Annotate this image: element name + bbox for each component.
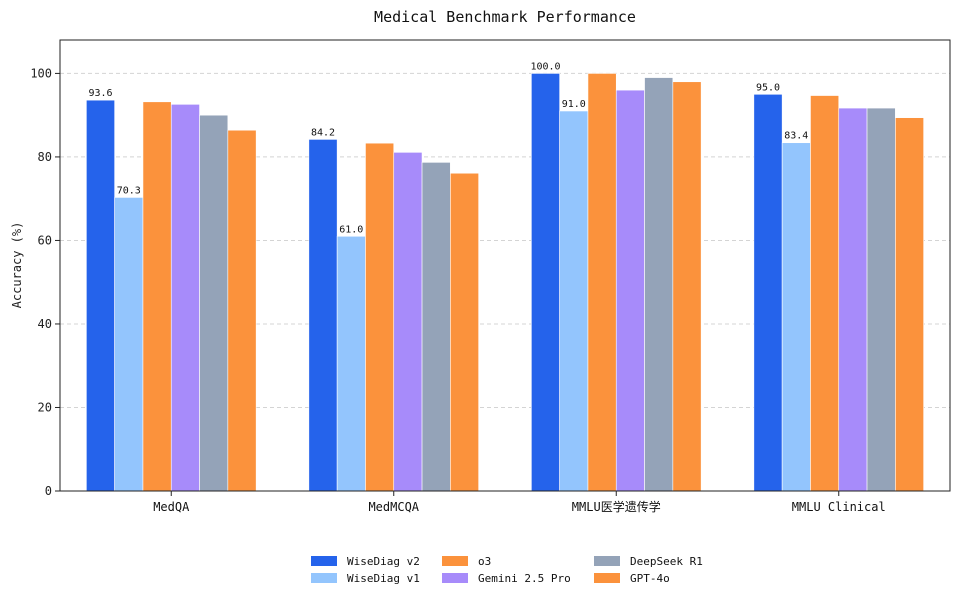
bar	[421, 162, 451, 492]
legend-swatch	[594, 573, 620, 583]
y-tick-label: 20	[38, 400, 52, 414]
bar	[114, 197, 144, 492]
x-axis-ticks: MedQA MedMCQA MMLU医学遗传学 MMLU Clinical	[153, 491, 886, 514]
bar	[753, 93, 783, 492]
bar	[393, 152, 423, 492]
bar-value-label: 61.0	[339, 224, 363, 235]
bar	[644, 77, 674, 492]
bar-value-label: 100.0	[530, 61, 560, 72]
bar-value-label: 95.0	[756, 82, 780, 93]
legend-swatch	[311, 573, 337, 583]
legend-label: o3	[478, 555, 491, 568]
bar	[308, 139, 338, 492]
y-tick-label: 40	[38, 317, 52, 331]
legend-label: DeepSeek R1	[630, 555, 703, 568]
bar	[450, 172, 479, 492]
bar	[142, 101, 172, 492]
bar	[615, 89, 645, 492]
bar	[781, 142, 811, 492]
data-labels: 93.6 70.3 84.2 61.0 100.0 91.0 95.0 83.4	[88, 61, 808, 235]
bar-value-label: 93.6	[88, 88, 112, 99]
legend-swatch	[311, 556, 337, 566]
bar	[587, 73, 617, 492]
bar	[227, 129, 257, 492]
y-axis-ticks: 0 20 40 60 80 100	[30, 66, 60, 498]
x-tick-label: MMLU Clinical	[792, 500, 886, 514]
bar	[672, 81, 702, 492]
bar	[810, 95, 840, 492]
legend-label: Gemini 2.5 Pro	[478, 572, 571, 585]
bar	[86, 99, 115, 492]
bars-layer	[86, 73, 924, 492]
bar-value-label: 91.0	[562, 99, 586, 110]
legend-label: WiseDiag v2	[347, 555, 420, 568]
bar	[559, 110, 589, 492]
legend-swatch	[442, 556, 468, 566]
plot-frame	[59, 39, 951, 492]
bar	[336, 235, 366, 492]
bar-value-label: 83.4	[784, 131, 808, 142]
legend-swatch	[594, 556, 620, 566]
bar	[838, 107, 868, 492]
bar	[199, 114, 229, 492]
bar	[170, 104, 200, 492]
bar	[365, 142, 395, 492]
bar	[531, 73, 560, 492]
chart-title: Medical Benchmark Performance	[374, 8, 636, 26]
bar	[866, 107, 896, 492]
y-tick-label: 60	[38, 233, 52, 247]
x-tick-label: MedQA	[153, 500, 190, 514]
bar-value-label: 70.3	[117, 185, 141, 196]
legend-label: GPT-4o	[630, 572, 670, 585]
x-tick-label: MMLU医学遗传学	[572, 499, 661, 514]
x-tick-label: MedMCQA	[368, 500, 419, 514]
legend: WiseDiag v2 WiseDiag v1 o3 Gemini 2.5 Pro De…	[311, 555, 703, 585]
legend-swatch	[442, 573, 468, 583]
legend-label: WiseDiag v1	[347, 572, 420, 585]
y-tick-label: 100	[30, 66, 52, 80]
y-axis-label: Accuracy (%)	[10, 222, 24, 309]
y-tick-label: 0	[45, 484, 52, 498]
bar	[895, 117, 924, 492]
bar-value-label: 84.2	[311, 127, 335, 138]
y-tick-label: 80	[38, 150, 52, 164]
